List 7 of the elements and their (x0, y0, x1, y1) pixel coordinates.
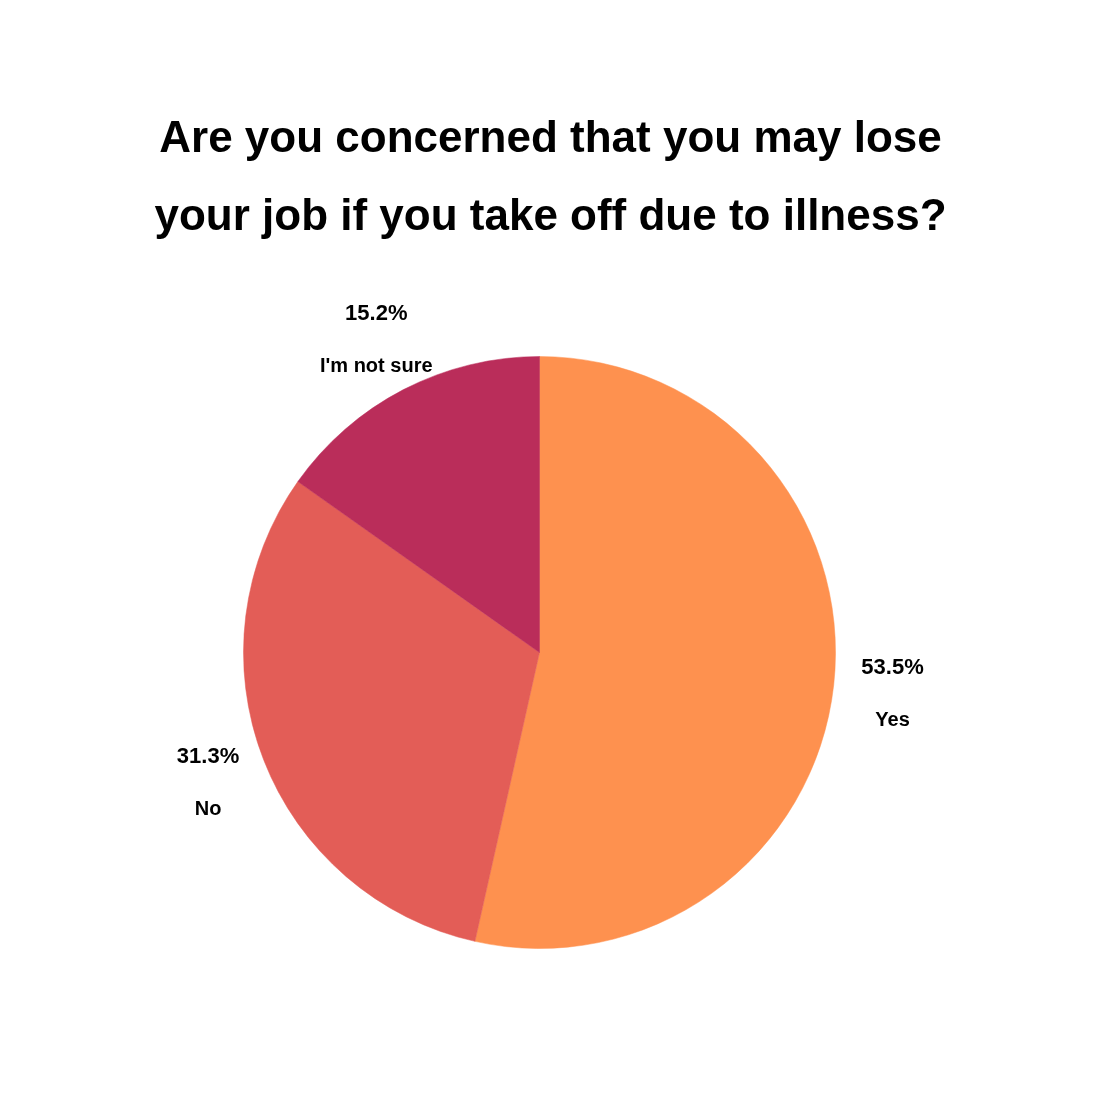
slice-label: Yes (875, 708, 910, 731)
data-label: 15.2% (345, 299, 408, 325)
slice-label: I'm not sure (319, 354, 433, 377)
data-label: 53.5% (861, 653, 924, 679)
slice-label: No (194, 797, 222, 820)
data-label: 31.3% (176, 742, 240, 768)
chart-title: Are you concerned that you may lose your job if you take off due to illness? (154, 111, 947, 240)
